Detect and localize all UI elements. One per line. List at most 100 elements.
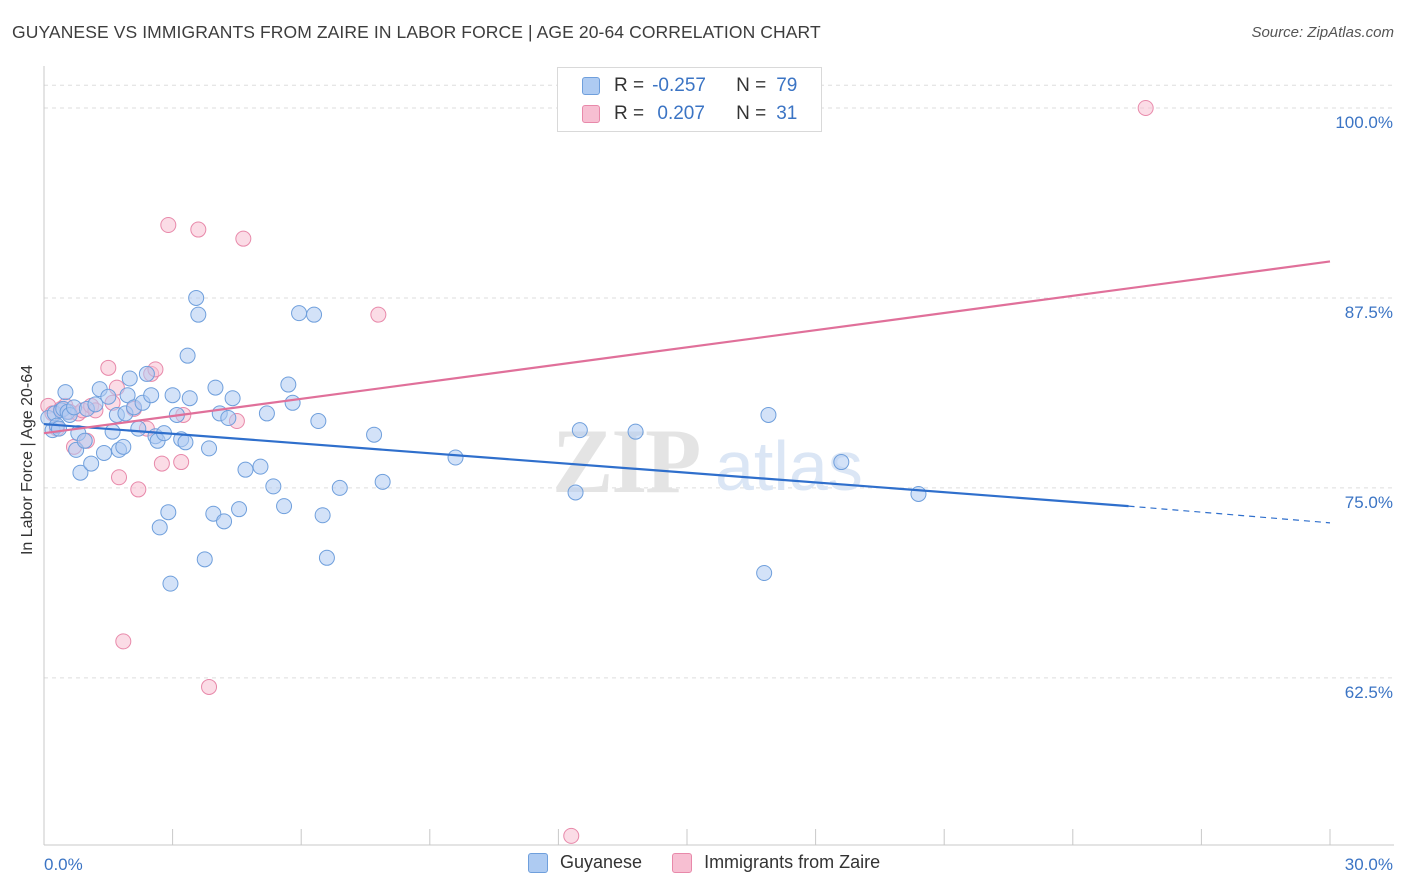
guyanese-point [760, 406, 777, 423]
guyanese-point [276, 498, 293, 515]
legend-swatch-blue [582, 77, 600, 95]
axes [43, 66, 1394, 846]
source-label: Source: ZipAtlas.com [1251, 24, 1394, 41]
guyanese-point [201, 440, 218, 457]
bottom-legend: Guyanese Immigrants from Zaire [528, 852, 880, 873]
guyanese-point [181, 390, 198, 407]
guyanese-trend-line [43, 422, 1129, 508]
guyanese-point [220, 409, 237, 426]
guyanese-point [314, 507, 331, 524]
watermark: ZIP atlas [552, 410, 863, 512]
guyanese-point [162, 575, 179, 592]
guyanese-point [115, 438, 132, 455]
guyanese-point [51, 420, 68, 437]
zaire-point [201, 678, 218, 695]
guyanese-point [310, 413, 327, 430]
guyanese-point [188, 289, 205, 306]
guyanese-point [87, 396, 104, 413]
zaire-point [153, 455, 170, 472]
trend-lines [43, 260, 1331, 524]
guyanese-point [207, 379, 224, 396]
y-tick-label: 62.5% [1345, 683, 1393, 702]
guyanese-point [910, 485, 927, 502]
bottom-legend-guyanese: Guyanese [560, 852, 643, 872]
zaire-point [235, 230, 252, 247]
guyanese-point [143, 387, 160, 404]
zaire-point [130, 481, 147, 498]
bottom-legend-swatch-blue [528, 852, 548, 873]
legend-n-value: 31 [776, 103, 798, 124]
guyanese-point [177, 434, 194, 451]
guyanese-point [231, 501, 248, 518]
y-tick-label: 75.0% [1345, 493, 1393, 512]
legend-n-label: N = [736, 75, 767, 96]
guyanese-point [627, 423, 644, 440]
guyanese-trend-extension [1128, 505, 1331, 524]
x-tick-label: 30.0% [1345, 855, 1393, 874]
guyanese-point [258, 405, 275, 422]
guyanese-point [190, 306, 207, 323]
guyanese-point [96, 444, 113, 461]
legend-r-value: -0.257 [652, 75, 706, 96]
zaire-point [563, 827, 580, 844]
guyanese-point [104, 423, 121, 440]
legend-r-value: 0.207 [652, 103, 705, 124]
zaire-point [115, 633, 132, 650]
zaire-point [370, 306, 387, 323]
guyanese-point [196, 551, 213, 568]
guyanese-point [72, 464, 89, 481]
tick-labels: 62.5% 75.0% 87.5% 100.0% 0.0% 30.0% [44, 113, 1393, 874]
guyanese-point [57, 384, 74, 401]
guyanese-point [130, 420, 147, 437]
guyanese-point [306, 306, 323, 323]
guyanese-point [179, 347, 196, 364]
zaire-trend-line [43, 260, 1331, 435]
zaire-point [173, 454, 190, 471]
guyanese-point [160, 504, 177, 521]
x-tick-label: 0.0% [44, 855, 83, 874]
y-tick-label: 87.5% [1345, 303, 1393, 322]
guyanese-point [100, 388, 117, 405]
guyanese-point [291, 305, 308, 322]
guyanese-point [252, 458, 269, 475]
zaire-point [190, 221, 207, 238]
zaire-point [111, 469, 128, 486]
legend-swatch-pink [582, 105, 600, 123]
legend-r-label: R = [614, 103, 645, 124]
guyanese-point [833, 454, 850, 471]
legend-n-label: N = [736, 103, 767, 124]
guyanese-point [151, 519, 168, 536]
legend-row-guyanese: R = -0.257 N = 79 [582, 73, 797, 99]
guyanese-point [237, 461, 254, 478]
y-tick-label: 100.0% [1335, 113, 1393, 132]
guyanese-point [121, 370, 138, 387]
zaire-point [160, 217, 177, 233]
guyanese-point [265, 478, 282, 495]
guyanese-point [216, 513, 233, 530]
guyanese-point [571, 422, 588, 439]
bottom-legend-zaire: Immigrants from Zaire [704, 852, 881, 872]
guyanese-point [138, 365, 155, 382]
legend-row-zaire: R = 0.207 N = 31 [582, 101, 797, 127]
guyanese-point [83, 455, 100, 472]
grid-lines [44, 84, 1394, 679]
guyanese-point [224, 390, 241, 407]
guyanese-point [284, 394, 301, 411]
zaire-point [1137, 99, 1154, 116]
zaire-point [100, 359, 117, 376]
legend-n-value: 79 [776, 75, 798, 96]
legend-box: R = -0.257 N = 79 R = 0.207 N = 31 [557, 67, 822, 132]
guyanese-point [280, 376, 297, 393]
legend-r-label: R = [614, 75, 645, 96]
guyanese-point [756, 564, 773, 581]
guyanese-point [374, 473, 391, 490]
guyanese-point [366, 426, 383, 443]
guyanese-point [76, 432, 93, 449]
guyanese-point [567, 484, 584, 501]
guyanese-point [331, 479, 348, 496]
guyanese-point [447, 449, 464, 466]
guyanese-point [164, 387, 181, 404]
y-axis-label: In Labor Force | Age 20-64 [19, 364, 36, 556]
chart-title: GUYANESE VS IMMIGRANTS FROM ZAIRE IN LAB… [12, 22, 821, 42]
